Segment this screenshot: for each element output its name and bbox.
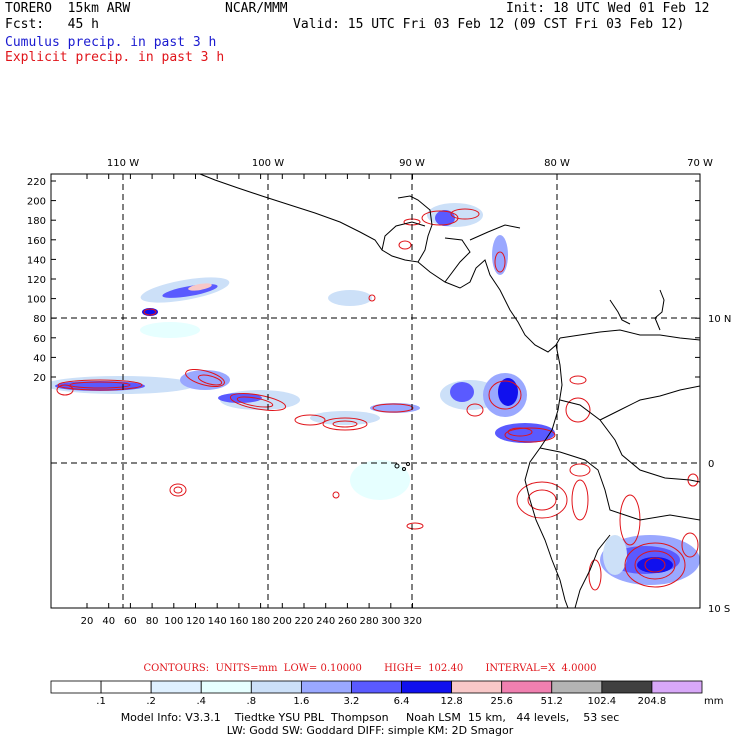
x-tick-label: 180 bbox=[251, 616, 270, 627]
colorbar-swatch bbox=[200, 680, 252, 694]
model-info-line2: LW: Godd SW: Goddard DIFF: simple KM: 2D… bbox=[226, 724, 514, 737]
x-tick-label: 200 bbox=[273, 616, 292, 627]
x-tick-label: 100 bbox=[164, 616, 183, 627]
lat-label: 0 bbox=[708, 459, 714, 470]
x-tick-label: 220 bbox=[294, 616, 313, 627]
x-tick-label: 240 bbox=[316, 616, 335, 627]
colorbar-swatch bbox=[551, 680, 603, 694]
valid-time: Valid: 15 UTC Fri 03 Feb 12 (09 CST Fri … bbox=[293, 17, 685, 32]
contours-info: CONTOURS: UNITS=mm LOW= 0.10000 HIGH= 10… bbox=[143, 663, 597, 674]
colorbar-swatch bbox=[401, 680, 453, 694]
colorbar-value: 6.4 bbox=[394, 696, 410, 707]
colorbar-swatch bbox=[351, 680, 402, 694]
colorbar-swatch bbox=[250, 680, 302, 694]
y-tick-label: 40 bbox=[33, 353, 46, 364]
colorbar-value: 204.8 bbox=[638, 696, 667, 707]
x-tick-label: 40 bbox=[102, 616, 115, 627]
y-tick-label: 60 bbox=[33, 334, 46, 345]
x-tick-label: 260 bbox=[338, 616, 357, 627]
colorbar-value: 51.2 bbox=[541, 696, 563, 707]
lon-label: 80 W bbox=[544, 158, 570, 169]
x-tick-label: 120 bbox=[186, 616, 205, 627]
lat-label: 10 S bbox=[708, 604, 730, 615]
colorbar-swatch bbox=[150, 680, 202, 694]
colorbar-value: 25.6 bbox=[491, 696, 513, 707]
colorbar-swatch bbox=[501, 680, 553, 694]
organization-label: NCAR/MMM bbox=[225, 1, 288, 16]
map-frame bbox=[50, 173, 701, 609]
x-tick-label: 160 bbox=[229, 616, 248, 627]
colorbar-value: 102.4 bbox=[588, 696, 617, 707]
colorbar-value: 12.8 bbox=[440, 696, 462, 707]
init-time: Init: 18 UTC Wed 01 Feb 12 bbox=[506, 1, 710, 16]
colorbar-value: .4 bbox=[196, 696, 206, 707]
colorbar-swatch bbox=[651, 680, 703, 694]
y-tick-label: 120 bbox=[27, 275, 46, 286]
x-tick-label: 280 bbox=[360, 616, 379, 627]
colorbar-unit: mm bbox=[704, 696, 723, 707]
y-tick-label: 100 bbox=[27, 295, 46, 306]
colorbar: .1 .2 .4 .8 1.6 3.2 6.4 12.8 25.6 51.2 102.4 204.8 m… bbox=[50, 680, 723, 707]
colorbar-value: .2 bbox=[146, 696, 156, 707]
cumulus-legend: Cumulus precip. in past 3 h bbox=[5, 35, 217, 50]
y-tick-label: 140 bbox=[27, 255, 46, 266]
y-tick-label: 80 bbox=[33, 314, 46, 325]
colorbar-swatch bbox=[100, 680, 152, 694]
colorbar-value: 3.2 bbox=[344, 696, 360, 707]
colorbar-value: .8 bbox=[247, 696, 257, 707]
x-tick-label: 80 bbox=[146, 616, 159, 627]
x-tick-label: 300 bbox=[381, 616, 400, 627]
precip-fields bbox=[51, 174, 700, 608]
colorbar-value: .1 bbox=[96, 696, 106, 707]
model-title: TORERO 15km ARW bbox=[5, 1, 131, 16]
lon-label: 90 W bbox=[399, 158, 425, 169]
lon-label: 100 W bbox=[252, 158, 284, 169]
colorbar-swatch bbox=[451, 680, 503, 694]
x-tick-label: 320 bbox=[403, 616, 422, 627]
y-tick-label: 160 bbox=[27, 236, 46, 247]
lon-label: 70 W bbox=[687, 158, 713, 169]
forecast-hour: Fcst: 45 h bbox=[5, 17, 99, 32]
lat-label: 10 N bbox=[708, 314, 731, 325]
y-tick-label: 180 bbox=[27, 216, 46, 227]
colorbar-swatch bbox=[601, 680, 653, 694]
colorbar-value: 1.6 bbox=[293, 696, 309, 707]
colorbar-swatch bbox=[50, 680, 102, 694]
explicit-legend: Explicit precip. in past 3 h bbox=[5, 50, 225, 65]
latlon-grid bbox=[51, 174, 700, 608]
coastlines bbox=[199, 174, 700, 608]
y-tick-label: 20 bbox=[33, 373, 46, 384]
x-tick-label: 20 bbox=[81, 616, 94, 627]
lon-label: 110 W bbox=[107, 158, 139, 169]
x-tick-label: 140 bbox=[208, 616, 227, 627]
x-tick-label: 60 bbox=[124, 616, 137, 627]
y-tick-label: 220 bbox=[27, 177, 46, 188]
colorbar-swatch bbox=[300, 680, 352, 694]
model-info-line1: Model Info: V3.3.1 Tiedtke YSU PBL Thomp… bbox=[120, 711, 620, 724]
y-tick-label: 200 bbox=[27, 197, 46, 208]
